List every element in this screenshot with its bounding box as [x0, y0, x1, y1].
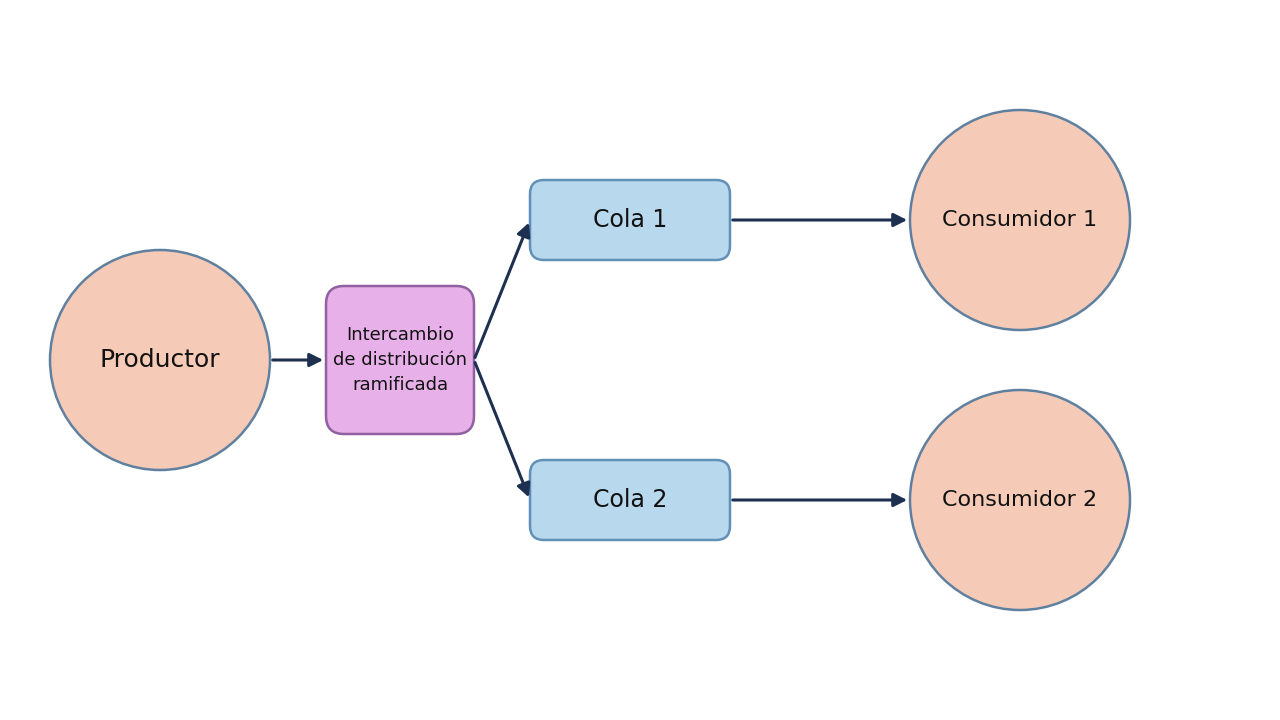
- Circle shape: [50, 250, 270, 470]
- Circle shape: [910, 390, 1130, 610]
- Text: Cola 1: Cola 1: [593, 208, 667, 232]
- Text: Intercambio
de distribución
ramificada: Intercambio de distribución ramificada: [333, 326, 467, 394]
- Text: Consumidor 2: Consumidor 2: [942, 490, 1097, 510]
- FancyBboxPatch shape: [530, 180, 730, 260]
- Text: Cola 2: Cola 2: [593, 488, 667, 512]
- Circle shape: [910, 110, 1130, 330]
- Text: Productor: Productor: [100, 348, 220, 372]
- Text: Consumidor 1: Consumidor 1: [942, 210, 1097, 230]
- FancyBboxPatch shape: [530, 460, 730, 540]
- FancyBboxPatch shape: [326, 286, 474, 434]
